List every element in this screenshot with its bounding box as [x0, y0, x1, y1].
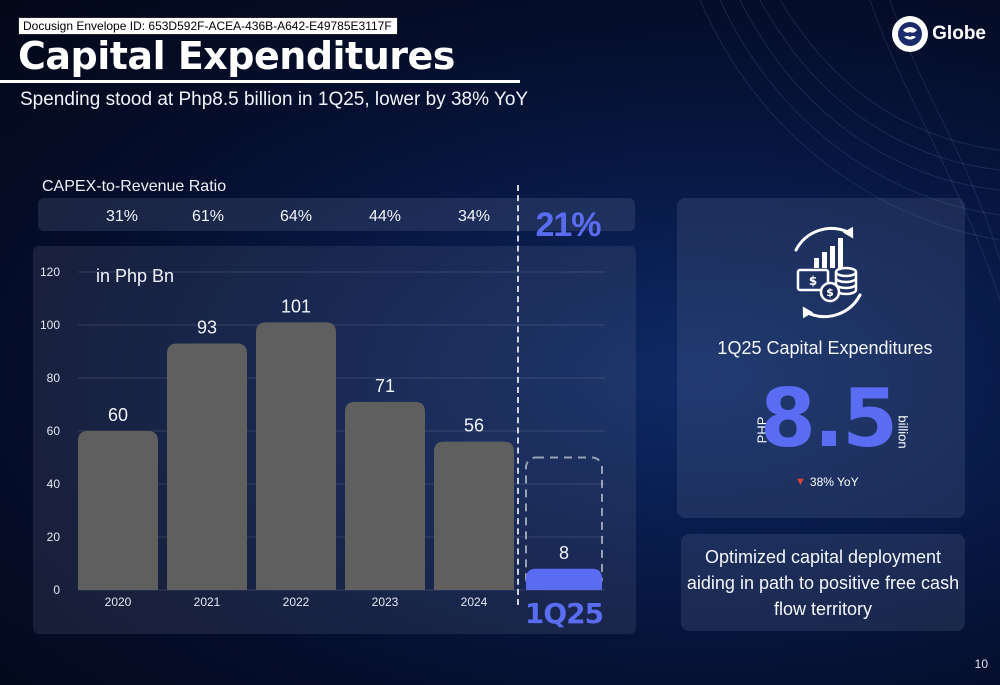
y-tick-label: 40	[47, 477, 61, 491]
page-number: 10	[974, 657, 988, 671]
docusign-envelope-id: Docusign Envelope ID: 653D592F-ACEA-436B…	[18, 17, 398, 35]
data-label: 60	[108, 405, 128, 425]
globe-logo: Globe	[892, 16, 986, 52]
data-label: 101	[281, 296, 311, 316]
svg-text:$: $	[809, 274, 817, 288]
page-title: Capital Expenditures	[18, 34, 455, 78]
bar-1q25	[526, 568, 602, 590]
data-label: 93	[197, 318, 217, 338]
bar-placeholder-outline	[525, 456, 603, 589]
y-tick-label: 20	[47, 530, 61, 544]
bar-2024	[434, 441, 514, 590]
unit-label: billion	[895, 415, 911, 449]
page-subtitle: Spending stood at Php8.5 billion in 1Q25…	[20, 89, 529, 110]
highlight-card	[677, 198, 965, 518]
globe-logo-text: Globe	[932, 23, 986, 44]
period-divider	[517, 185, 519, 605]
ratio-label: CAPEX-to-Revenue Ratio	[42, 178, 227, 195]
note-text: Optimized capital deployment aiding in p…	[686, 547, 960, 619]
bar-2020	[78, 431, 158, 590]
y-tick-label: 100	[40, 318, 60, 332]
yoy-change: ▼ 38% YoY	[795, 475, 859, 489]
globe-logo-icon	[892, 16, 929, 52]
x-tick-label: 2024	[461, 595, 488, 609]
capex-value: 8.5	[760, 372, 898, 465]
yoy-change-text: 38% YoY	[809, 475, 859, 489]
note-card	[681, 534, 965, 631]
x-tick-label: 2020	[105, 595, 132, 609]
ratio-bar	[38, 198, 635, 231]
data-label: 56	[464, 416, 484, 436]
ratio-value-2024: 34%	[457, 208, 491, 225]
ratio-value-2021: 61%	[191, 208, 225, 225]
bar-2021	[167, 343, 247, 590]
title-underline	[0, 80, 520, 83]
y-tick-label: 0	[53, 583, 60, 597]
data-label: 8	[559, 543, 569, 563]
ratio-value-2020: 31%	[105, 208, 139, 225]
highlight-card-title: 1Q25 Capital Expenditures	[717, 338, 933, 358]
x-tick-label-1q25: 1Q25	[525, 597, 603, 630]
y-tick-label: 60	[47, 424, 61, 438]
chart-unit-label: in Php Bn	[96, 266, 174, 286]
y-tick-label: 80	[47, 371, 61, 385]
data-label: 71	[375, 376, 395, 396]
down-arrow-icon: ▼	[795, 476, 806, 488]
ratio-value-2022: 64%	[279, 208, 313, 225]
capex-growth-icon: $ $	[794, 226, 862, 319]
x-tick-label: 2022	[283, 595, 310, 609]
y-tick-label: 120	[40, 265, 60, 279]
x-tick-label: 2023	[372, 595, 399, 609]
ratio-value-1q25: 21%	[535, 206, 601, 244]
svg-text:$: $	[826, 286, 834, 299]
x-tick-label: 2021	[194, 595, 221, 609]
bar-2022	[256, 322, 336, 590]
bar-2023	[345, 401, 425, 590]
ratio-value-2023: 44%	[368, 208, 402, 225]
